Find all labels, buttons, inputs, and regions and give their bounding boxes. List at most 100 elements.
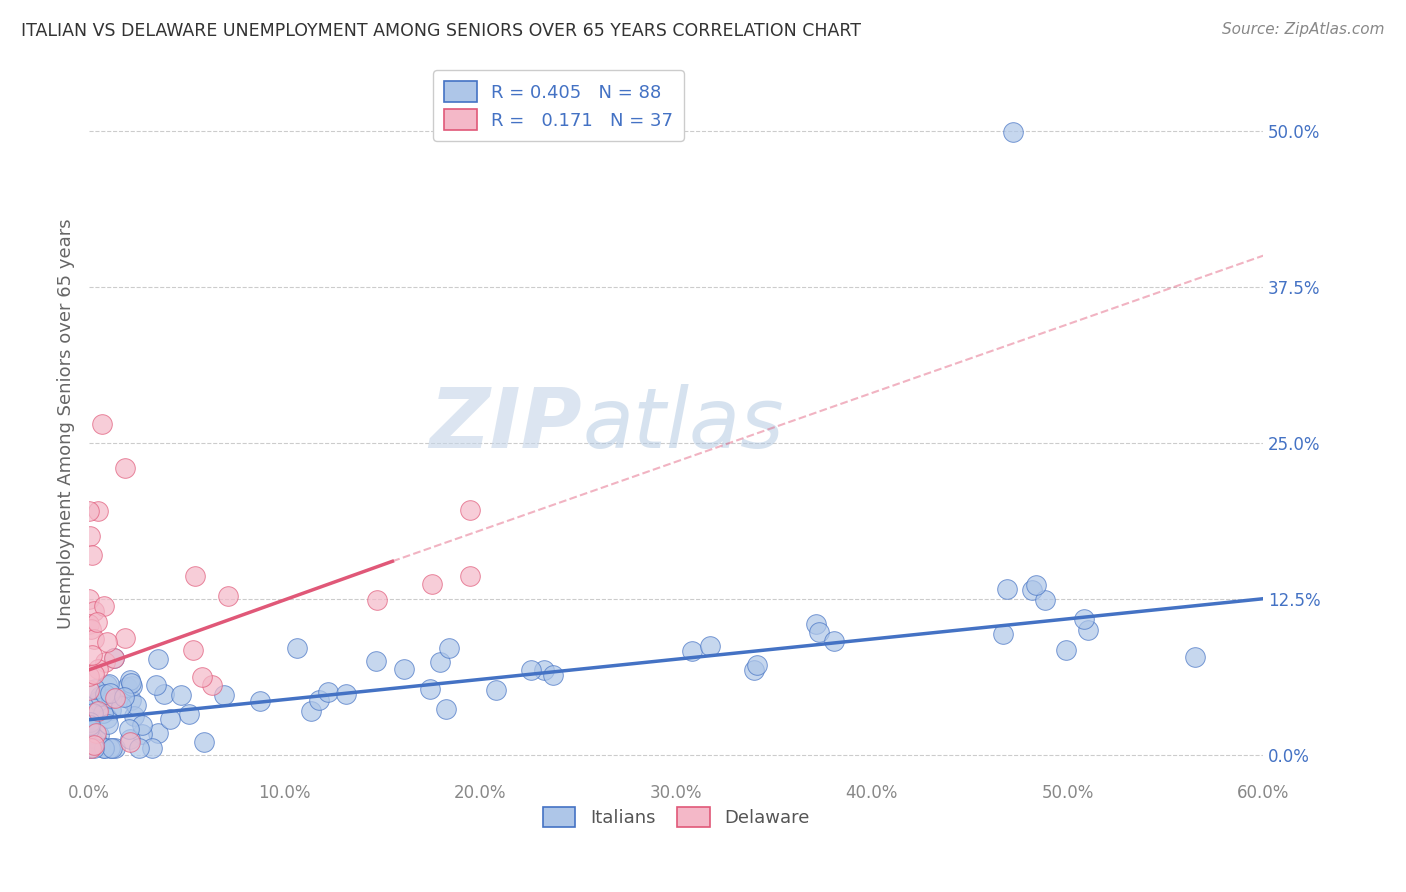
Point [87,705,110,719]
Point [80,548,103,562]
Point [79,616,101,631]
Point [152,687,174,701]
Point [146,725,169,739]
Point [1033,592,1056,607]
Point [995,582,1018,596]
Point [519,663,541,677]
Point [177,707,200,722]
Point [1184,649,1206,664]
Point [201,678,224,692]
Point [1001,125,1024,139]
Point [131,718,153,732]
Point [181,642,204,657]
Point [141,741,163,756]
Point [335,688,357,702]
Point [89,689,111,703]
Point [745,658,768,673]
Point [89,739,111,753]
Point [807,624,830,639]
Point [77,683,100,698]
Point [77,669,100,683]
Point [98,686,121,700]
Point [114,632,136,646]
Point [249,694,271,708]
Point [214,688,236,702]
Point [112,690,135,705]
Point [699,639,721,653]
Point [485,683,508,698]
Point [190,670,212,684]
Point [94,687,117,701]
Point [392,662,415,676]
Point [1054,642,1077,657]
Point [145,678,167,692]
Point [83,632,105,646]
Point [823,633,845,648]
Point [120,735,142,749]
Point [110,698,132,713]
Point [97,677,120,691]
Point [308,693,330,707]
Point [87,728,110,742]
Point [125,698,148,712]
Point [1021,582,1043,597]
Point [100,690,122,705]
Point [285,641,308,656]
Text: ITALIAN VS DELAWARE UNEMPLOYMENT AMONG SENIORS OVER 65 YEARS CORRELATION CHART: ITALIAN VS DELAWARE UNEMPLOYMENT AMONG S… [21,22,860,40]
Point [543,668,565,682]
Point [120,676,142,690]
Point [101,741,124,756]
Point [458,503,481,517]
Text: Source: ZipAtlas.com: Source: ZipAtlas.com [1222,22,1385,37]
Point [98,741,121,756]
Point [93,599,115,614]
Point [193,735,215,749]
Point [104,741,127,756]
Point [159,712,181,726]
Point [366,593,388,607]
Point [131,727,153,741]
Point [103,651,125,665]
Point [146,652,169,666]
Point [80,741,103,756]
Point [79,718,101,732]
Point [96,711,118,725]
Point [83,666,105,681]
Point [94,655,117,669]
Point [184,569,207,583]
Point [217,590,239,604]
Point [120,673,142,687]
Point [429,655,451,669]
Point [79,723,101,737]
Text: ZIP: ZIP [430,384,582,465]
Point [93,741,115,756]
Point [419,681,441,696]
Point [86,725,108,739]
Point [120,693,142,707]
Point [97,717,120,731]
Point [86,662,108,676]
Point [80,648,103,663]
Point [86,504,108,518]
Y-axis label: Unemployment Among Seniors over 65 years: Unemployment Among Seniors over 65 years [58,219,75,630]
Text: atlas: atlas [582,384,783,465]
Point [437,641,460,656]
Point [991,626,1014,640]
Point [77,591,100,606]
Point [681,644,703,658]
Point [1073,612,1095,626]
Point [82,727,104,741]
Point [91,417,114,431]
Point [83,604,105,618]
Point [120,731,142,746]
Point [93,741,115,756]
Point [80,731,103,745]
Point [804,617,827,632]
Point [91,706,114,720]
Point [533,663,555,677]
Point [104,691,127,706]
Point [117,680,139,694]
Point [82,706,104,720]
Point [79,714,101,729]
Point [80,622,103,636]
